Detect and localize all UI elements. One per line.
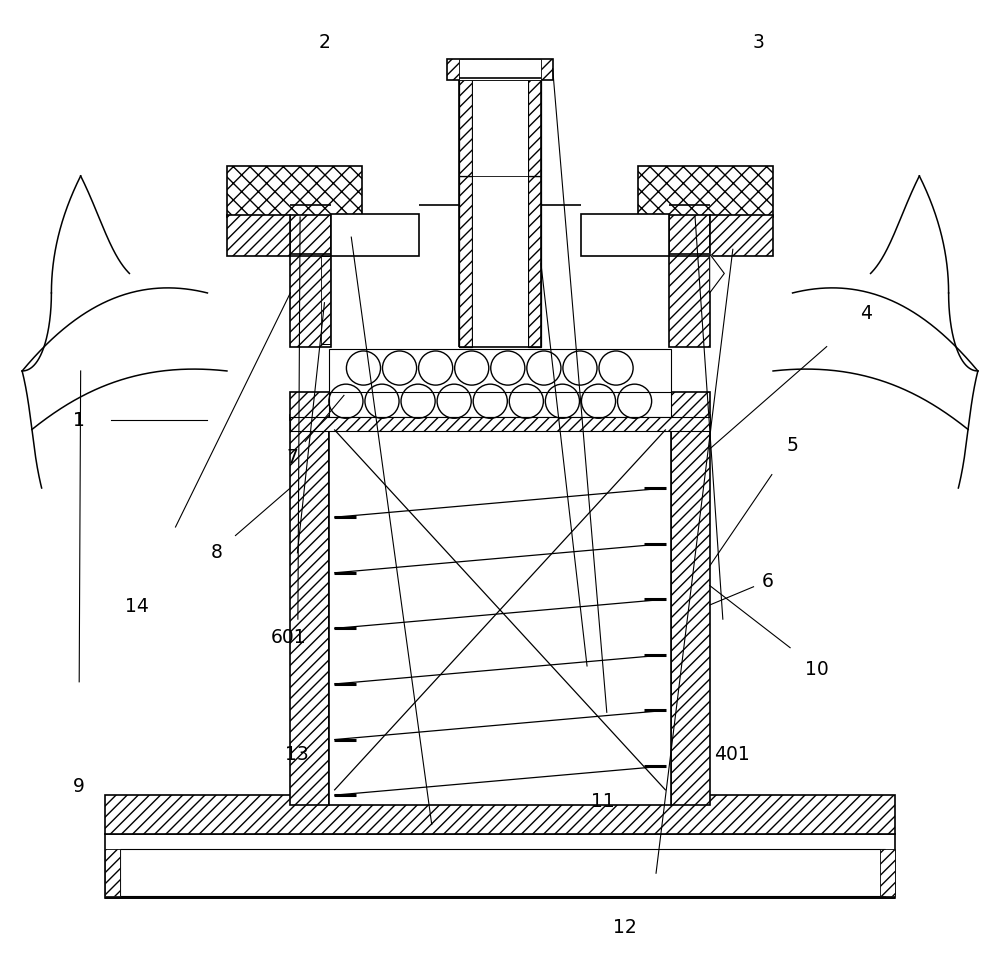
Bar bbox=[105, 849, 120, 896]
Bar bbox=[321, 257, 330, 344]
Bar bbox=[638, 167, 773, 218]
Text: 10: 10 bbox=[805, 659, 829, 678]
Bar bbox=[669, 206, 710, 347]
Bar bbox=[459, 79, 472, 177]
Text: 3: 3 bbox=[752, 33, 764, 52]
Bar bbox=[290, 417, 710, 432]
Bar bbox=[472, 177, 528, 347]
Bar bbox=[528, 79, 541, 177]
Text: 11: 11 bbox=[591, 790, 614, 810]
Bar bbox=[227, 216, 290, 257]
Bar bbox=[120, 849, 885, 896]
Bar bbox=[447, 60, 553, 81]
Bar bbox=[459, 60, 541, 81]
Bar bbox=[671, 415, 710, 805]
Bar bbox=[472, 79, 528, 177]
Bar bbox=[329, 415, 671, 805]
Text: 601: 601 bbox=[271, 627, 306, 646]
Bar bbox=[105, 795, 895, 834]
Text: 4: 4 bbox=[860, 304, 872, 322]
Text: 2: 2 bbox=[319, 33, 330, 52]
Text: 6: 6 bbox=[762, 572, 774, 590]
Text: 7: 7 bbox=[286, 447, 298, 467]
Bar bbox=[105, 834, 895, 898]
Bar bbox=[710, 216, 773, 257]
Bar bbox=[581, 215, 669, 257]
Polygon shape bbox=[710, 255, 724, 294]
Text: 1: 1 bbox=[73, 410, 85, 430]
Text: 5: 5 bbox=[787, 435, 799, 454]
Bar bbox=[290, 216, 331, 255]
Text: 8: 8 bbox=[211, 542, 223, 562]
Text: 401: 401 bbox=[714, 744, 750, 763]
Bar bbox=[880, 849, 895, 896]
Text: 14: 14 bbox=[125, 596, 149, 615]
Bar bbox=[528, 177, 541, 347]
Text: 9: 9 bbox=[73, 776, 85, 795]
Bar bbox=[669, 216, 710, 255]
Bar bbox=[459, 177, 472, 347]
Bar bbox=[329, 349, 671, 417]
Text: 13: 13 bbox=[285, 744, 309, 763]
Bar bbox=[227, 167, 362, 218]
Bar bbox=[290, 393, 710, 420]
Bar bbox=[290, 206, 331, 347]
Bar bbox=[290, 415, 329, 805]
Bar bbox=[331, 215, 419, 257]
Text: 12: 12 bbox=[613, 917, 637, 936]
